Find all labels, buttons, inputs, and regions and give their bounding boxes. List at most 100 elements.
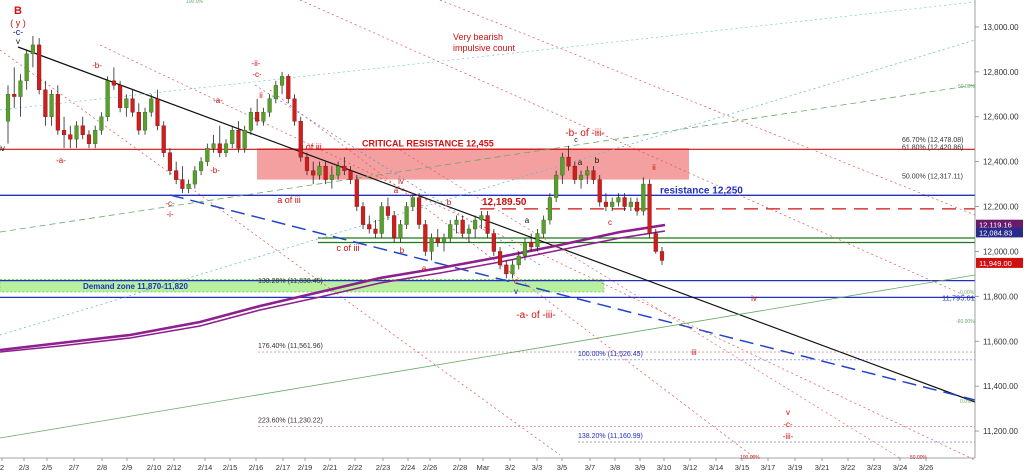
- wave-label: -b-: [210, 166, 220, 175]
- wave-label: iv: [751, 294, 757, 303]
- candle-body: [12, 94, 17, 97]
- price-tag-bg: [976, 257, 1023, 268]
- candle-body: [111, 80, 116, 86]
- candle-body: [99, 116, 104, 131]
- fib-label: 61.80% (12,420.86): [902, 145, 964, 152]
- candle-body: [323, 165, 328, 180]
- candle-body: [142, 112, 148, 131]
- candle-body: [423, 224, 428, 252]
- candle-body: [217, 143, 222, 153]
- x-tick-label: 2/21: [323, 463, 338, 472]
- candle-body: [578, 174, 584, 180]
- candle-body: [80, 125, 85, 135]
- candle-body: [167, 152, 173, 171]
- x-tick-label: 2/3: [19, 463, 29, 472]
- moving-average-line-2: [0, 230, 666, 353]
- candle-body: [441, 237, 447, 243]
- candle-body: [61, 130, 67, 135]
- candle-body: [329, 174, 334, 180]
- x-tick-label: 3/8: [610, 463, 620, 472]
- wave-label: -c-: [13, 27, 24, 37]
- candle-body: [199, 161, 204, 171]
- x-tick-label: 3/24: [893, 463, 908, 472]
- candle-body: [49, 94, 54, 117]
- candle-body: [491, 233, 496, 252]
- candle-body: [404, 206, 409, 225]
- x-tick-label: 3/3: [532, 463, 542, 472]
- wave-label: c of iii: [336, 243, 359, 253]
- wave-label: ii: [652, 163, 656, 172]
- channel-percent-label: -60.00%: [956, 319, 975, 325]
- candle-body: [448, 224, 453, 239]
- candle-body: [653, 233, 658, 252]
- candle-body: [55, 94, 60, 131]
- candle-body: [466, 228, 471, 234]
- fib-label: 100.00% (11,526.45): [578, 351, 643, 358]
- candle-body: [267, 98, 272, 113]
- green-dashed-channel: [0, 84, 976, 233]
- red-dotted-channel-1: [0, 49, 561, 456]
- wave-label: -i-: [166, 210, 173, 219]
- candle-body: [286, 76, 291, 99]
- candle-body: [236, 130, 241, 149]
- title-note-line1: Very bearish: [453, 32, 503, 42]
- x-tick-label: Mar: [477, 463, 490, 472]
- y-tick-label: 12,400.00: [983, 158, 1019, 167]
- x-tick-label: 2/9: [122, 463, 132, 472]
- demand-zone: [0, 279, 605, 293]
- wave-label: a: [578, 158, 583, 167]
- wave-label: -iii-: [783, 432, 794, 441]
- y-tick-label: 11,600.00: [983, 337, 1019, 346]
- candle-body: [155, 98, 160, 126]
- channel-percent-label: 0.0%: [960, 399, 972, 405]
- x-tick-label: 3/22: [841, 463, 856, 472]
- moving-average-line-1: [0, 223, 666, 352]
- candles-layer: [5, 35, 665, 279]
- candle-body: [24, 53, 29, 82]
- wave-label: ( y ): [10, 18, 26, 28]
- candle-body: [18, 80, 23, 97]
- x-tick-label: 2/16: [249, 463, 264, 472]
- candle-body: [429, 237, 434, 252]
- red-dotted-channel-5: [269, 89, 756, 459]
- candle-body: [317, 165, 322, 176]
- title-note-line2: impulsive count: [453, 43, 516, 53]
- price-tag-label: 11,795.61: [942, 293, 975, 302]
- candle-body: [279, 76, 285, 86]
- labels-layer: CRITICAL RESISTANCE 12,455 resistance 12,…: [0, 0, 976, 461]
- candle-body: [454, 219, 459, 225]
- candle-body: [161, 125, 166, 153]
- candle-body: [261, 112, 266, 122]
- candle-body: [311, 170, 316, 176]
- candle-body: [30, 44, 35, 55]
- candle-body: [124, 98, 129, 108]
- candle-body: [628, 201, 633, 207]
- candle-body: [485, 215, 490, 234]
- x-tick-label: 3/21: [815, 463, 830, 472]
- x-tick-label: 3/23: [867, 463, 882, 472]
- red-dotted-channel-3: [299, 0, 976, 301]
- channel-percent-label: 0.00%: [960, 290, 975, 296]
- candle-body: [186, 183, 191, 189]
- candle-body: [93, 130, 98, 144]
- wave-label: iii: [691, 348, 697, 357]
- x-tick-label: 3/17: [761, 463, 776, 472]
- candle-body: [205, 147, 210, 162]
- candle-body: [230, 130, 235, 144]
- x-tick-label: 2/8: [97, 463, 107, 472]
- x-tick-label: 2/19: [298, 463, 313, 472]
- x-tick-label: 2/28: [453, 463, 468, 472]
- demand-zone-label: Demand zone 11,870-11,820: [83, 282, 189, 291]
- candle-body: [304, 156, 310, 171]
- blue-dashed-trendline: [169, 194, 976, 401]
- candle-body: [367, 224, 372, 230]
- candle-body: [541, 219, 546, 234]
- black-trendline: [17, 46, 976, 403]
- x-tick-label: 2/26: [423, 463, 438, 472]
- wave-label: iv: [398, 177, 404, 186]
- candle-body: [273, 85, 278, 99]
- x-tick-label: 2/24: [401, 463, 416, 472]
- wave-label: a: [422, 264, 427, 273]
- x-tick-label: 3/19: [788, 463, 803, 472]
